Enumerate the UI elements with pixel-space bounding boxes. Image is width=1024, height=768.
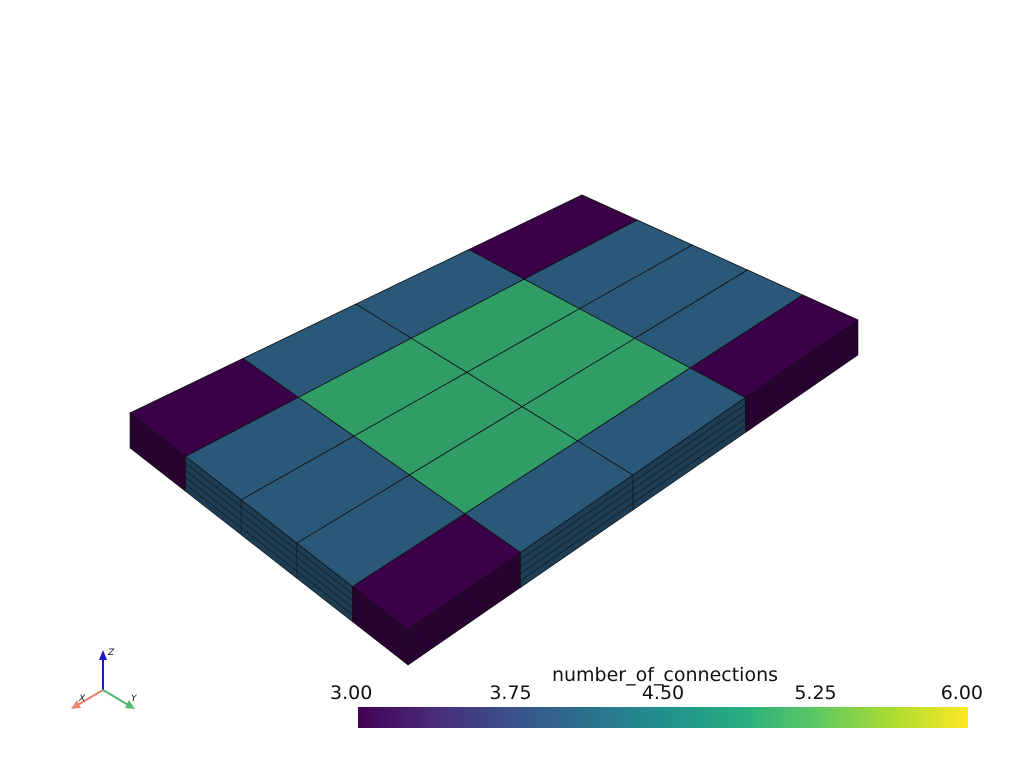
layer-line — [407, 559, 521, 638]
layer-line — [129, 426, 186, 471]
layer-line — [352, 593, 409, 638]
layer-line — [241, 513, 297, 558]
layer-line — [241, 520, 297, 565]
layer-line — [129, 419, 186, 464]
layer-line — [296, 563, 353, 608]
z-label: Z — [107, 648, 115, 658]
layer-line — [632, 418, 746, 497]
layer-line — [632, 411, 746, 490]
layer-line — [745, 347, 859, 426]
y-label: Y — [131, 694, 138, 704]
layer-line — [241, 527, 297, 572]
layer-line — [520, 488, 634, 567]
layer-line — [352, 614, 409, 659]
layer-line — [296, 556, 353, 601]
y-axis — [102, 689, 131, 707]
layer-line — [352, 607, 409, 652]
layer-line — [129, 433, 186, 478]
layer-line — [632, 404, 746, 483]
layer-line — [352, 600, 409, 645]
mesh-cell — [689, 294, 859, 398]
layer-line — [520, 481, 634, 560]
layer-line — [745, 333, 859, 412]
scalar-bar-title: number_of_connections — [552, 664, 778, 686]
z-arrow — [99, 650, 107, 660]
axes-widget: Z X Y — [71, 648, 138, 709]
layer-line — [241, 506, 297, 551]
scalar-bar-tick-label: 6.00 — [941, 682, 983, 704]
x-arrow — [71, 700, 81, 709]
layer-line — [185, 470, 242, 515]
layer-line — [520, 502, 634, 581]
layer-line — [520, 495, 634, 574]
layer-line — [129, 440, 186, 485]
layer-line — [296, 549, 353, 594]
layer-line — [407, 566, 521, 645]
x-axis — [75, 689, 104, 707]
scalar-bar-tick-label: 5.25 — [794, 682, 836, 704]
color-bar — [358, 707, 968, 728]
layer-line — [745, 340, 859, 419]
layer-line — [185, 484, 242, 529]
layer-line — [407, 573, 521, 652]
layer-line — [185, 477, 242, 522]
scalar-bar-tick-label: 4.50 — [642, 682, 684, 704]
layer-line — [632, 425, 746, 504]
scalar-bar-tick-label: 3.75 — [489, 682, 531, 704]
y-arrow — [125, 700, 135, 709]
scalar-bar: number_of_connections 3.00 3.75 4.50 5.25 6.… — [330, 664, 983, 728]
scalar-bar-tick-label: 3.00 — [330, 682, 372, 704]
x-label: X — [78, 694, 86, 704]
layer-line — [745, 326, 859, 405]
layer-line — [185, 463, 242, 508]
mesh — [129, 194, 859, 666]
layer-line — [407, 580, 521, 659]
layer-line — [296, 570, 353, 615]
